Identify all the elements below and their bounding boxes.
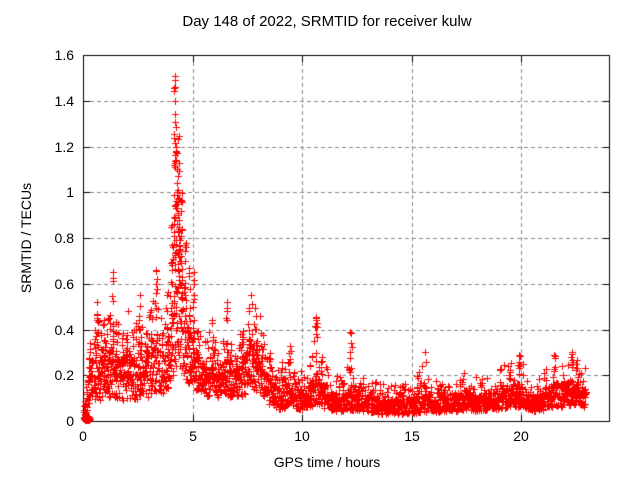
y-tick-label: 0.4 [54,322,74,338]
x-axis-label: GPS time / hours [273,454,381,470]
x-tick-label: 5 [189,428,197,444]
y-tick-label: 1.4 [54,93,74,109]
y-tick-label: 0 [66,413,74,429]
x-tick-label: 0 [79,428,87,444]
y-tick-label: 1 [66,184,74,200]
chart-title: Day 148 of 2022, SRMTID for receiver kul… [182,13,472,30]
y-tick-label: 1.6 [54,47,74,63]
y-tick-label: 0.2 [54,367,74,383]
y-tick-label: 0.8 [54,230,74,246]
y-tick-label: 1.2 [54,139,74,155]
x-tick-label: 15 [404,428,420,444]
x-tick-label: 10 [294,428,310,444]
x-tick-label: 20 [513,428,529,444]
y-tick-label: 0.6 [54,276,74,292]
